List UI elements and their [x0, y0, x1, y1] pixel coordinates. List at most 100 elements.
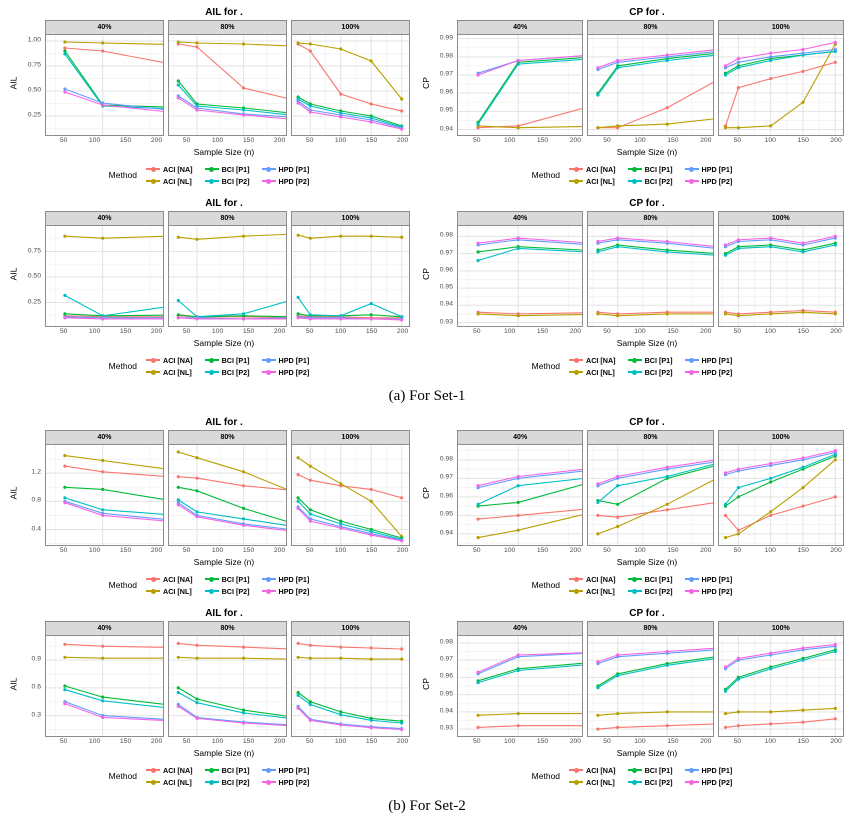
x-tick-label: 50 [59, 547, 68, 554]
facet-row: 40% 50 100 150 200 80% 50 100 150 200 100% 50 100 150… [457, 430, 844, 556]
x-tick-label: 200 [830, 547, 842, 554]
facet-strip: 80% [168, 430, 287, 444]
data-point [176, 686, 180, 690]
x-tick-label: 200 [569, 738, 582, 745]
data-point [242, 656, 246, 660]
x-tick-label: 50 [733, 547, 742, 554]
x-tick-label: 100 [88, 328, 101, 335]
facet-plot-svg [292, 35, 409, 135]
facet-row: 40% 50 100 150 200 80% 50 100 150 200 100% 50 100 150… [457, 211, 844, 337]
data-point [516, 484, 520, 488]
x-axis-title: Sample Size (n) [193, 147, 255, 157]
legend-item: ACI [NL] [146, 176, 193, 187]
x-tick-label: 100 [764, 328, 776, 335]
legend-item-label: HPD [P1] [701, 355, 733, 365]
data-point [516, 126, 520, 130]
x-tick-label: 200 [150, 137, 163, 144]
data-point [339, 710, 343, 714]
series-line [64, 486, 163, 500]
data-point [101, 644, 105, 648]
legend-item: BCI [P2] [204, 586, 250, 597]
y-axis: 0.25 0.50 0.75 [19, 211, 45, 337]
data-point [195, 643, 199, 647]
data-point [516, 62, 520, 66]
facet-panel: 80% 50 100 150 200 [587, 20, 714, 146]
data-point [101, 49, 105, 53]
data-point [736, 677, 740, 681]
legend: Method ACI [NA] BCI [P1] HPD [P1] ACI [NL] B… [420, 163, 844, 187]
x-tick-label: 100 [88, 547, 101, 554]
facet-strip: 100% [291, 430, 410, 444]
data-point [736, 528, 740, 532]
legend-item-label: HPD [P2] [278, 176, 310, 186]
data-point [476, 502, 480, 506]
data-point [516, 474, 520, 479]
data-point [768, 722, 772, 726]
x-tick-label: 50 [733, 328, 742, 335]
series-line [64, 235, 163, 239]
legend-item: BCI [P2] [627, 176, 673, 187]
facet-strip: 40% [457, 211, 584, 225]
data-point [101, 458, 105, 463]
legend-item-label: HPD [P2] [701, 176, 733, 186]
data-point [801, 658, 805, 662]
data-point [339, 645, 343, 649]
x-axis: 50 100 150 200 [457, 546, 583, 556]
data-point [476, 241, 480, 245]
x-tick-label: 200 [396, 328, 409, 335]
series-line [598, 118, 713, 129]
legend-item: BCI [P2] [627, 777, 673, 788]
x-tick-label: 200 [273, 738, 286, 745]
data-point [296, 706, 300, 710]
data-point [63, 49, 67, 53]
legend-title: Method [531, 361, 561, 371]
legend-item: HPD [P2] [261, 586, 309, 597]
x-tick-label: 50 [472, 547, 481, 554]
x-tick-label: 150 [536, 328, 549, 335]
legend-item-label: ACI [NA] [586, 355, 616, 365]
legend-title: Method [108, 771, 138, 781]
data-point [616, 515, 620, 519]
series-line [478, 313, 583, 317]
facet-plot-svg [46, 636, 163, 736]
data-point [801, 47, 805, 52]
data-point [63, 52, 67, 56]
legend-item-label: HPD [P2] [278, 367, 310, 377]
data-point [768, 476, 772, 480]
legend-item: HPD [P1] [261, 355, 309, 366]
plot-area [717, 635, 844, 737]
legend-key-icon [146, 177, 161, 185]
data-point [736, 467, 740, 471]
facet-plot-svg [458, 35, 583, 135]
legend-item-label: ACI [NL] [163, 176, 192, 186]
y-axis: 0.94 0.95 0.96 0.97 0.98 0.99 [431, 20, 457, 146]
x-axis-title: Sample Size (n) [193, 338, 255, 348]
y-tick-label: 0.97 [439, 70, 453, 78]
data-point [101, 508, 105, 512]
plot-area [168, 34, 287, 136]
data-point [801, 310, 805, 314]
facet-panel: 100% 50 100 150 200 [291, 621, 410, 747]
x-tick-label: 150 [667, 547, 679, 554]
data-point [616, 66, 620, 70]
facet-strip: 80% [587, 430, 714, 444]
y-axis: 0.3 0.6 0.9 [19, 621, 45, 747]
data-point [195, 476, 199, 480]
data-point [596, 239, 600, 244]
x-tick-label: 200 [569, 328, 582, 335]
x-tick-label: 50 [182, 137, 191, 144]
legend-key-icon [627, 575, 642, 583]
data-point [665, 465, 670, 469]
legend-item: ACI [NA] [146, 164, 193, 175]
x-tick-label: 200 [700, 738, 712, 745]
chart-title: AIL for . [205, 608, 243, 619]
x-tick-label: 50 [603, 547, 611, 554]
x-tick-label: 100 [503, 137, 516, 144]
x-tick-label: 50 [182, 328, 191, 335]
legend-key-icon [569, 766, 584, 774]
data-point [101, 317, 105, 321]
series-line [64, 656, 163, 659]
legend-key-icon [684, 356, 699, 364]
x-tick-label: 150 [365, 738, 378, 745]
legend-item-label: HPD [P2] [701, 367, 733, 377]
